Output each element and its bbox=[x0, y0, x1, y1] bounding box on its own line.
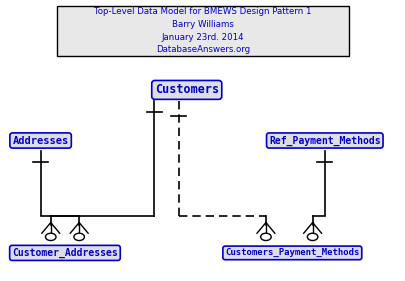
Text: Addresses: Addresses bbox=[13, 135, 68, 146]
Circle shape bbox=[307, 233, 317, 241]
Text: January 23rd. 2014: January 23rd. 2014 bbox=[161, 33, 244, 42]
Text: Barry Williams: Barry Williams bbox=[172, 20, 233, 29]
Text: DatabaseAnswers.org: DatabaseAnswers.org bbox=[156, 45, 249, 55]
Circle shape bbox=[45, 233, 56, 241]
Text: Top-Level Data Model for BMEWS Design Pattern 1: Top-Level Data Model for BMEWS Design Pa… bbox=[94, 7, 311, 17]
Text: Customer_Addresses: Customer_Addresses bbox=[12, 248, 117, 258]
FancyBboxPatch shape bbox=[57, 6, 348, 56]
Text: Customers: Customers bbox=[154, 83, 218, 96]
Circle shape bbox=[260, 233, 271, 241]
Text: Customers_Payment_Methods: Customers_Payment_Methods bbox=[225, 248, 358, 257]
Circle shape bbox=[74, 233, 84, 241]
Text: Ref_Payment_Methods: Ref_Payment_Methods bbox=[269, 135, 379, 146]
